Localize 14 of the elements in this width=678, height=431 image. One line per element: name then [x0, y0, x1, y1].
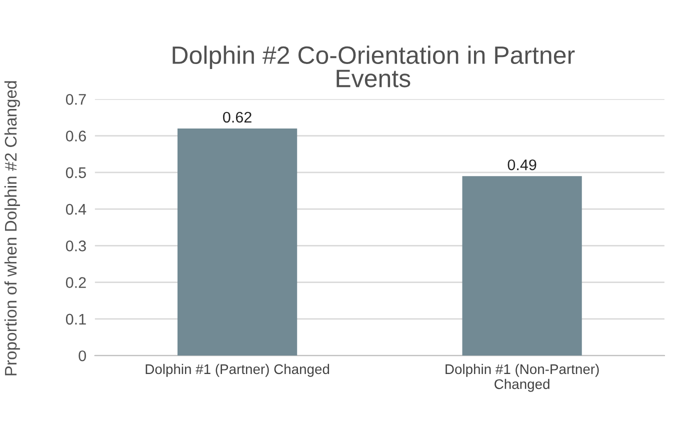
- y-tick-label: 0.3: [66, 240, 86, 252]
- chart-title: Dolphin #2 Co-Orientation in Partner Events: [172, 46, 575, 88]
- y-tick-label: 0.5: [66, 167, 86, 178]
- data-label: 0.49: [508, 159, 536, 170]
- data-label: 0.62: [223, 112, 252, 123]
- x-tick-label: Dolphin #1 (Partner) Changed: [146, 364, 330, 377]
- y-tick-label: 0.2: [66, 277, 86, 288]
- y-axis-title: Proportion of when Dolphin #2 Changed: [4, 81, 20, 376]
- y-tick-label: 0.7: [66, 94, 86, 105]
- y-tick-label: 0: [78, 350, 86, 362]
- y-tick-label: 0.1: [66, 314, 86, 325]
- x-tick-label: Dolphin #1 (Non-Partner) Changed: [446, 364, 599, 392]
- y-tick-label: 0.6: [66, 130, 86, 142]
- y-tick-label: 0.4: [66, 204, 86, 215]
